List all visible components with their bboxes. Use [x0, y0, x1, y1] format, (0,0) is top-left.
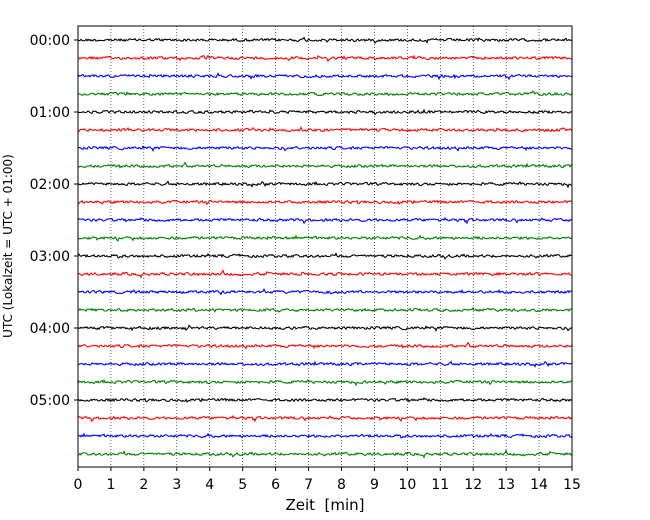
seismic-trace [77, 414, 573, 423]
x-tick-label: 9 [370, 477, 379, 493]
y-tick-label: 03:00 [30, 249, 70, 265]
seismic-trace [77, 449, 573, 459]
x-tick-label: 0 [74, 477, 83, 493]
seismic-trace [77, 108, 573, 116]
seismic-trace [77, 72, 573, 81]
trace-layer [77, 36, 573, 459]
x-tick-label: 3 [172, 477, 181, 493]
seismic-trace [77, 145, 573, 152]
seismic-trace [77, 360, 573, 368]
x-tick-label: 2 [139, 477, 148, 493]
plot-frame [77, 25, 573, 468]
x-tick-label: 6 [271, 477, 280, 493]
y-axis-label: UTC (Lokalzeit = UTC + 01:00) [1, 154, 15, 338]
seismic-trace [77, 216, 573, 225]
x-axis: 0 1 2 3 4 5 6 7 8 9 10 11 12 13 14 15 [74, 467, 581, 493]
x-tick-label: 1 [106, 477, 115, 493]
seismic-trace [77, 378, 573, 387]
x-tick-label: 4 [205, 477, 214, 493]
seismic-trace [77, 306, 573, 313]
y-tick-label: 01:00 [30, 105, 70, 121]
x-tick-label: 11 [431, 477, 449, 493]
x-tick-label: 5 [238, 477, 247, 493]
x-tick-label: 13 [497, 477, 515, 493]
y-tick-label: 05:00 [30, 393, 70, 409]
seismic-trace [77, 324, 573, 332]
seismic-trace [77, 36, 573, 44]
x-tick-label: 7 [304, 477, 313, 493]
seismic-trace [77, 54, 573, 63]
y-axis: 00:00 01:00 02:00 03:00 04:00 05:00 [30, 33, 78, 409]
seismic-trace [77, 180, 573, 189]
seismic-trace [77, 199, 573, 206]
y-tick-label: 02:00 [30, 177, 70, 193]
x-tick-label: 12 [464, 477, 482, 493]
seismic-trace [77, 269, 573, 279]
seismic-trace [77, 234, 573, 242]
seismic-trace [77, 252, 573, 260]
seismic-trace [77, 161, 573, 169]
x-tick-label: 8 [337, 477, 346, 493]
y-tick-label: 00:00 [30, 33, 70, 49]
x-tick-label: 10 [398, 477, 416, 493]
x-tick-label: 15 [563, 477, 581, 493]
seismic-trace [77, 287, 573, 296]
x-tick-label: 14 [530, 477, 548, 493]
y-tick-label: 04:00 [30, 321, 70, 337]
seismic-trace [77, 125, 573, 133]
seismic-trace [77, 341, 573, 350]
x-axis-label: Zeit [min] [285, 496, 364, 514]
seismic-trace [77, 397, 573, 403]
seismic-trace [77, 90, 573, 97]
seismic-trace [77, 432, 573, 439]
